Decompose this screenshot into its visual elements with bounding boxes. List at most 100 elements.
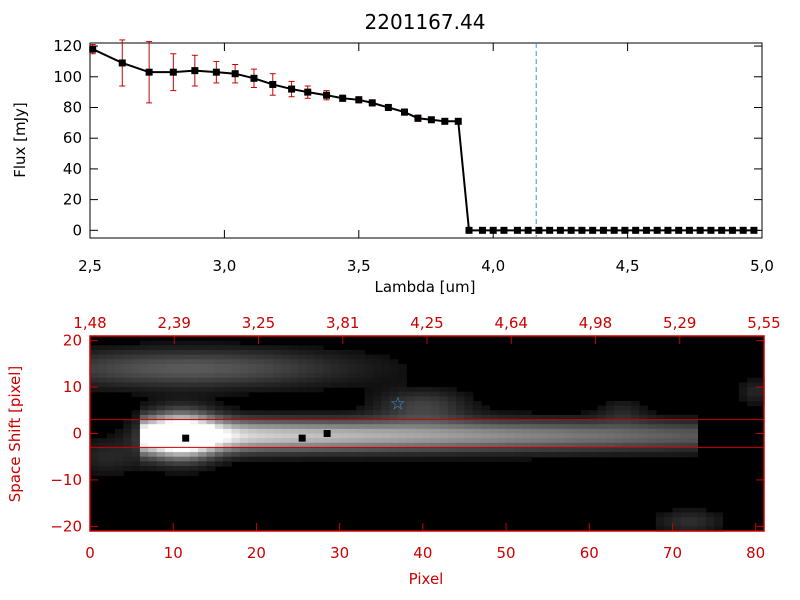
image-pixel: [114, 382, 124, 388]
image-pixel: [239, 354, 249, 360]
image-pixel: [198, 456, 208, 462]
image-pixel: [181, 461, 191, 467]
image-pixel: [739, 382, 748, 388]
image-pixel: [372, 368, 382, 374]
image-pixel: [189, 461, 199, 467]
image-pixel: [630, 410, 640, 416]
image-pixel: [364, 428, 374, 435]
image-pixel: [456, 447, 466, 453]
data-point: [632, 226, 640, 234]
image-pixel: [314, 359, 324, 365]
image-pixel: [356, 456, 366, 462]
image-pixel: [331, 363, 341, 370]
y-tick-label: 0: [72, 425, 82, 443]
image-pixel: [223, 456, 233, 462]
image-pixel: [131, 391, 141, 397]
image-pixel: [173, 373, 183, 379]
image-pixel: [231, 433, 241, 439]
image-pixel: [131, 447, 141, 453]
image-pixel: [306, 419, 316, 425]
image-pixel: [422, 414, 432, 421]
image-pixel: [497, 452, 507, 458]
image-pixel: [314, 447, 324, 453]
image-pixel: [314, 354, 324, 360]
image-pixel: [264, 354, 274, 360]
image-pixel: [322, 452, 332, 458]
image-pixel: [214, 447, 224, 453]
image-pixel: [714, 526, 723, 532]
image-pixel: [114, 452, 124, 458]
image-pixel: [173, 470, 183, 476]
image-pixel: [164, 410, 174, 416]
image-pixel: [231, 438, 241, 444]
image-pixel: [156, 377, 166, 384]
image-pixel: [414, 387, 424, 393]
image-pixel: [90, 387, 99, 393]
image-pixel: [397, 410, 407, 416]
image-pixel: [381, 405, 391, 411]
image-pixel: [339, 349, 349, 356]
image-pixel: [281, 428, 291, 435]
image-pixel: [514, 424, 524, 430]
image-pixel: [372, 377, 382, 384]
image-pixel: [273, 433, 282, 439]
image-pixel: [248, 387, 258, 393]
image-pixel: [381, 354, 391, 360]
image-pixel: [689, 414, 699, 421]
image-pixel: [414, 396, 424, 402]
image-pixel: [306, 428, 316, 435]
image-pixel: [139, 452, 149, 458]
image-pixel: [264, 424, 274, 430]
image-pixel: [339, 382, 349, 388]
image-pixel: [156, 363, 166, 370]
image-pixel: [181, 373, 191, 379]
image-pixel: [181, 410, 191, 416]
image-pixel: [555, 433, 565, 439]
image-pixel: [680, 433, 690, 439]
image-pixel: [306, 410, 316, 416]
image-pixel: [622, 414, 632, 421]
image-pixel: [264, 363, 274, 370]
image-pixel: [206, 433, 216, 439]
image-pixel: [514, 447, 524, 453]
image-pixel: [281, 377, 291, 384]
image-pixel: [339, 452, 349, 458]
image-pixel: [281, 363, 291, 370]
image-pixel: [248, 373, 258, 379]
image-pixel: [131, 359, 141, 365]
image-pixel: [231, 419, 241, 425]
image-pixel: [173, 382, 183, 388]
image-pixel: [689, 433, 699, 439]
image-pixel: [248, 349, 258, 356]
image-pixel: [206, 373, 216, 379]
image-pixel: [156, 354, 166, 360]
image-pixel: [164, 368, 174, 374]
image-pixel: [414, 428, 424, 435]
image-pixel: [189, 359, 199, 365]
image-pixel: [206, 354, 216, 360]
image-pixel: [531, 447, 540, 453]
image-pixel: [206, 456, 216, 462]
image-pixel: [347, 377, 357, 384]
image-pixel: [389, 428, 399, 435]
image-pixel: [331, 452, 341, 458]
image-pixel: [364, 442, 374, 449]
image-pixel: [314, 387, 324, 393]
image-pixel: [273, 419, 282, 425]
image-pixel: [406, 442, 416, 449]
data-point: [739, 226, 747, 234]
image-pixel: [181, 466, 191, 472]
image-pixel: [322, 354, 332, 360]
data-point: [339, 94, 347, 102]
image-pixel: [289, 452, 299, 458]
image-pixel: [389, 377, 399, 384]
image-pixel: [156, 349, 166, 356]
image-pixel: [148, 410, 158, 416]
image-pixel: [605, 410, 615, 416]
image-pixel: [239, 387, 249, 393]
image-pixel: [198, 401, 208, 407]
image-pixel: [189, 433, 199, 439]
image-pixel: [456, 428, 466, 435]
image-pixel: [447, 396, 457, 402]
image-pixel: [647, 410, 657, 416]
